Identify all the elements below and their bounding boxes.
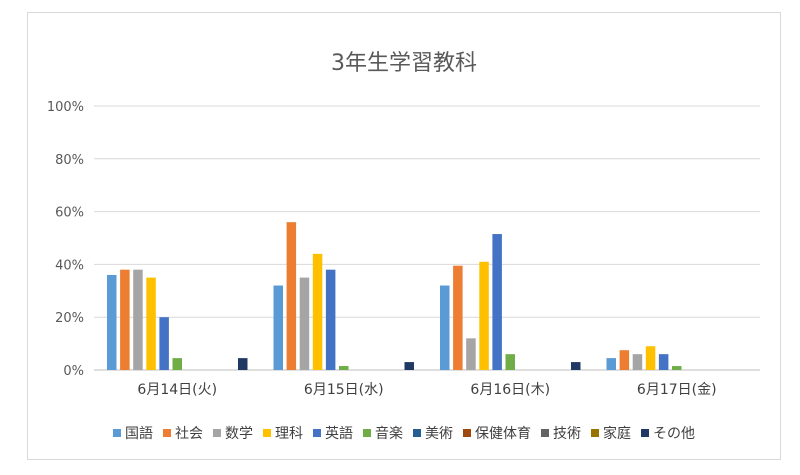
y-tick-label: 100% bbox=[47, 100, 84, 115]
x-axis-categories: 6月14日(火) 6月15日(水) 6月16日(木) 6月17日(金) bbox=[137, 382, 716, 398]
legend-swatch bbox=[113, 429, 121, 437]
legend-item: 家庭 bbox=[591, 425, 631, 442]
legend-item: 英語 bbox=[313, 425, 353, 442]
legend-swatch bbox=[541, 429, 549, 437]
bar bbox=[632, 354, 643, 370]
bar bbox=[440, 285, 450, 370]
bar bbox=[453, 265, 463, 370]
chart-title: 3年生学習教科 bbox=[331, 51, 477, 76]
bars bbox=[107, 222, 682, 370]
bar bbox=[159, 317, 169, 370]
legend-swatch bbox=[413, 429, 421, 437]
legend-item: 数学 bbox=[213, 426, 253, 442]
legend: 国語 社会 数学 理科 英語 音楽 美術 保健体育 技術 家庭 その他 bbox=[113, 425, 695, 442]
bar bbox=[325, 269, 336, 370]
y-tick-label: 40% bbox=[55, 258, 84, 273]
bar bbox=[286, 222, 297, 370]
legend-label: 音楽 bbox=[375, 425, 403, 442]
legend-item: 音楽 bbox=[363, 425, 403, 442]
legend-item: 技術 bbox=[541, 426, 581, 442]
category-label: 6月17日(金) bbox=[637, 382, 717, 398]
bar bbox=[299, 277, 310, 370]
legend-swatch bbox=[641, 429, 649, 437]
legend-item: その他 bbox=[641, 426, 695, 442]
bar bbox=[645, 346, 656, 370]
bar bbox=[172, 358, 182, 370]
category-label: 6月15日(水) bbox=[304, 382, 384, 398]
bar bbox=[339, 366, 349, 370]
bar bbox=[571, 362, 581, 370]
legend-swatch bbox=[313, 429, 321, 437]
bar bbox=[273, 285, 283, 370]
bar bbox=[619, 350, 630, 370]
legend-label: 家庭 bbox=[603, 425, 631, 442]
bar bbox=[312, 253, 323, 370]
bar bbox=[492, 234, 502, 370]
bar bbox=[466, 338, 476, 370]
legend-item: 美術 bbox=[413, 426, 453, 442]
legend-label: 技術 bbox=[553, 426, 581, 442]
legend-label: 美術 bbox=[425, 426, 453, 442]
bar bbox=[404, 362, 414, 370]
legend-item: 理科 bbox=[263, 426, 303, 442]
bar bbox=[505, 354, 515, 370]
category-label: 6月14日(火) bbox=[137, 382, 217, 398]
bar bbox=[238, 358, 248, 370]
bar bbox=[672, 366, 682, 370]
legend-label: 社会 bbox=[175, 426, 203, 442]
bar bbox=[606, 358, 616, 370]
bar bbox=[658, 354, 669, 370]
legend-label: 理科 bbox=[275, 426, 303, 442]
bar bbox=[146, 277, 156, 370]
legend-label: 英語 bbox=[325, 425, 353, 442]
legend-swatch bbox=[263, 429, 271, 437]
chart-svg: 3年生学習教科 0% 20% 40% 60% 80% 100% 6月14日(火) 6月15日… bbox=[47, 51, 760, 442]
legend-item: 国語 bbox=[113, 426, 153, 442]
y-tick-label: 60% bbox=[55, 206, 84, 221]
legend-label: その他 bbox=[653, 426, 695, 442]
bar bbox=[107, 274, 117, 370]
legend-swatch bbox=[591, 429, 599, 437]
y-tick-label: 0% bbox=[63, 364, 84, 379]
legend-label: 数学 bbox=[225, 426, 253, 442]
category-label: 6月16日(木) bbox=[470, 382, 550, 398]
legend-item: 社会 bbox=[163, 426, 203, 442]
y-tick-label: 20% bbox=[55, 311, 84, 326]
bar bbox=[133, 269, 143, 370]
gridlines bbox=[94, 105, 760, 371]
chart-area: 3年生学習教科 0% 20% 40% 60% 80% 100% 6月14日(火) 6月15日… bbox=[27, 12, 781, 460]
legend-label: 国語 bbox=[125, 426, 153, 442]
legend-label: 保健体育 bbox=[475, 426, 531, 442]
y-tick-label: 80% bbox=[55, 153, 84, 168]
bar bbox=[120, 269, 130, 370]
bar bbox=[479, 261, 489, 370]
legend-swatch bbox=[163, 429, 171, 437]
legend-swatch bbox=[463, 429, 471, 437]
y-axis-ticks: 0% 20% 40% 60% 80% 100% bbox=[47, 100, 84, 379]
legend-swatch bbox=[363, 429, 371, 437]
legend-swatch bbox=[213, 429, 221, 437]
legend-item: 保健体育 bbox=[463, 426, 531, 442]
